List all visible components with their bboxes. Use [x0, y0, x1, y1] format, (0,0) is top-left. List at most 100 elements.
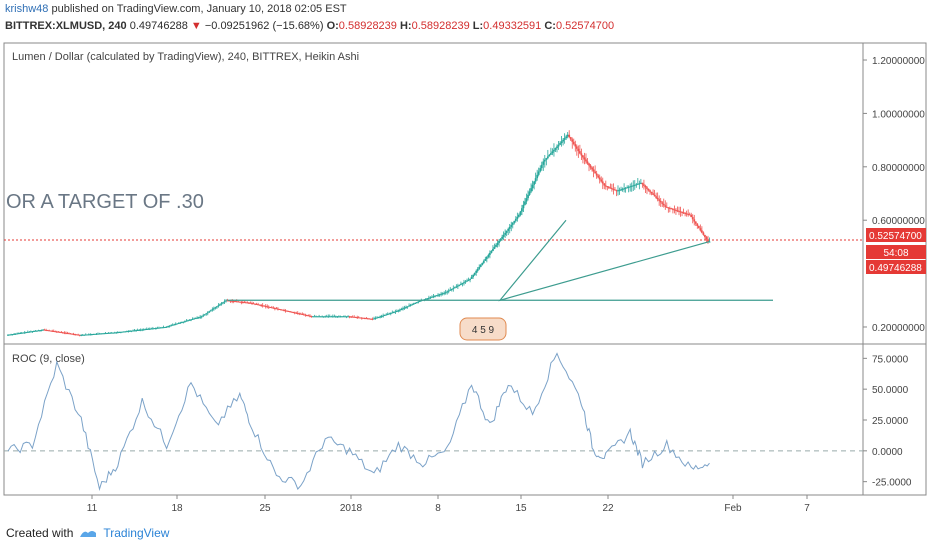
- candle-body: [377, 316, 380, 318]
- candle-body: [100, 333, 102, 335]
- candle-body: [97, 333, 99, 335]
- candle-body: [254, 303, 256, 305]
- candle-body: [333, 316, 336, 318]
- candle-body: [594, 171, 597, 174]
- author-link[interactable]: krishw48: [5, 3, 49, 15]
- candle-body: [478, 266, 481, 269]
- candle-body: [553, 149, 555, 152]
- candle-body: [467, 279, 470, 281]
- created-with-label: Created with: [6, 526, 74, 540]
- candle-body: [453, 287, 456, 289]
- candle-body: [643, 184, 645, 186]
- chart-border: [3, 42, 927, 496]
- candle-body: [240, 301, 243, 303]
- candle-body: [693, 219, 696, 222]
- candle-body: [482, 260, 485, 263]
- roc-axis: 75.0000 50.0000 25.0000 0.0000 -25.0000: [863, 354, 912, 489]
- events-badge[interactable]: 4 5 9: [459, 317, 507, 341]
- candle-body: [360, 317, 363, 319]
- candle-body: [379, 316, 381, 318]
- candle-body: [672, 208, 674, 210]
- roc-tick-label: 75.0000: [872, 354, 909, 365]
- candle-body: [522, 204, 525, 209]
- candle-body: [316, 316, 319, 318]
- candle-body: [20, 332, 23, 334]
- candle-body: [116, 332, 119, 334]
- candle-body: [69, 333, 72, 335]
- candle-body: [90, 334, 93, 336]
- candle-body: [222, 302, 224, 304]
- candle-body: [296, 312, 299, 314]
- roc-title: ROC (9, close): [12, 353, 85, 365]
- candle-body: [245, 302, 247, 304]
- candle-body: [136, 329, 139, 331]
- candle-body: [312, 316, 314, 318]
- time-tick-label: 15: [515, 503, 527, 514]
- candle-body: [554, 148, 557, 150]
- roc-tick-label: -25.0000: [872, 478, 912, 489]
- projection-path[interactable]: [498, 219, 710, 302]
- candle-body: [633, 184, 636, 186]
- time-tick-label: 7: [804, 503, 810, 514]
- candle-body: [94, 333, 96, 335]
- candle-body: [123, 331, 125, 333]
- candle-body: [289, 311, 292, 313]
- candle-body: [228, 300, 231, 302]
- candle-body: [472, 274, 475, 277]
- candle-body: [237, 301, 240, 303]
- candle-body: [353, 316, 356, 318]
- candle-body: [270, 307, 273, 309]
- candle-body: [583, 157, 586, 160]
- candle-body: [16, 333, 19, 335]
- candle-body: [571, 139, 574, 142]
- candle-body: [66, 332, 69, 334]
- candle-body: [29, 331, 32, 333]
- candle-body: [173, 324, 176, 326]
- candle-body: [572, 141, 575, 145]
- candle-body: [400, 308, 403, 310]
- candle-body: [397, 310, 400, 312]
- candle-body: [533, 181, 536, 185]
- candle-body: [517, 214, 520, 217]
- candle-body: [370, 318, 372, 320]
- candle-body: [327, 316, 330, 318]
- candle-body: [371, 318, 374, 320]
- low-label: L:: [472, 20, 484, 32]
- tradingview-link[interactable]: TradingView: [103, 526, 170, 540]
- high-label: H:: [399, 20, 412, 32]
- candle-body: [14, 333, 17, 335]
- candle-body: [662, 203, 665, 206]
- candle-body: [650, 191, 653, 194]
- candle-body: [142, 329, 145, 331]
- candle-body: [54, 331, 57, 333]
- candle-body: [696, 223, 699, 226]
- candle-body: [536, 174, 539, 179]
- candle-body: [580, 153, 583, 156]
- candle-body: [287, 310, 290, 312]
- candle-body: [299, 313, 302, 315]
- candle-body: [147, 328, 150, 330]
- candle-body: [475, 270, 478, 273]
- candle-body: [229, 300, 232, 302]
- candle-body: [322, 316, 325, 318]
- candle-body: [49, 330, 52, 332]
- candle-body: [487, 254, 490, 257]
- candle-body: [341, 316, 343, 318]
- candle-body: [681, 211, 683, 213]
- candle-body: [598, 177, 601, 180]
- candle-body: [408, 305, 410, 307]
- candle-body: [688, 214, 691, 216]
- candle-body: [77, 334, 80, 336]
- candle-body: [582, 155, 584, 158]
- candle-body: [383, 314, 386, 316]
- candle-body: [550, 153, 552, 155]
- candle-body: [632, 185, 635, 187]
- candle-body: [129, 330, 131, 332]
- candle-body: [209, 310, 212, 312]
- candle-body: [495, 244, 497, 247]
- candle-body: [174, 323, 177, 325]
- roc-tick-label: 50.0000: [872, 385, 909, 396]
- candle-body: [644, 185, 647, 188]
- open-value: 0.58928239: [338, 20, 397, 32]
